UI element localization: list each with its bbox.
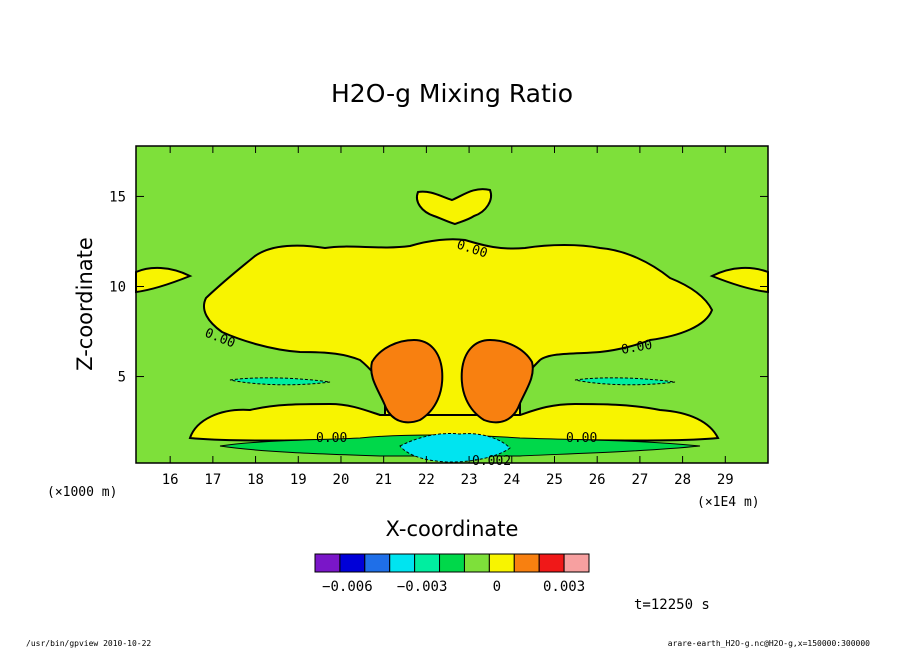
contour-fill-orange-left: [370, 338, 444, 424]
x-tick-label: 20: [333, 472, 350, 488]
contour-fill-lightgreen-bits: [229, 377, 676, 386]
x-tick-label: 29: [717, 472, 734, 488]
plot-frame: [135, 145, 769, 464]
y-tick-label: 5: [118, 370, 126, 386]
y-tick-label: 10: [109, 279, 126, 295]
contour-fill-cyan-low: [399, 433, 511, 463]
y-unit-label: (×1000 m): [47, 485, 117, 500]
x-tick-label: 19: [290, 472, 307, 488]
contour-fill-yellow-left: [135, 266, 193, 294]
x-tick-label: 27: [631, 472, 648, 488]
colorbar-swatch: [389, 553, 416, 573]
contour-fill-orange-right: [460, 338, 534, 424]
colorbar-tick-label: 0: [493, 579, 501, 595]
footer-left: /usr/bin/gpview 2010-10-22: [26, 639, 152, 648]
colorbar: [314, 553, 590, 573]
x-tick-label: 21: [375, 472, 392, 488]
contour-label: 0.00: [566, 431, 597, 446]
plot-area: 0.00 0.00 0.00 0.00 0.00 0.002: [135, 145, 769, 469]
contour-fill-yellow-main: [203, 238, 714, 421]
y-tick-label: 15: [109, 189, 126, 205]
contour-fill-yellow-top: [416, 188, 492, 226]
colorbar-swatch: [339, 553, 366, 573]
colorbar-swatch: [513, 553, 540, 573]
colorbar-swatch: [563, 553, 590, 573]
colorbar-tick-label: 0.003: [543, 579, 585, 595]
footer-right: arare-earth_H2O-g.nc@H2O-g,x=150000:3000…: [667, 639, 870, 648]
contour-label: 0.00: [316, 431, 347, 446]
colorbar-swatch: [439, 553, 465, 573]
colorbar-swatch: [414, 553, 441, 573]
time-label: t=12250 s: [634, 597, 710, 613]
colorbar-swatch: [364, 553, 391, 573]
y-axis-title: Z-coordinate: [73, 237, 97, 371]
colorbar-tick-label: −0.006: [322, 579, 373, 595]
x-tick-label: 25: [546, 472, 563, 488]
x-tick-label: 24: [503, 472, 520, 488]
x-tick-label: 18: [247, 472, 264, 488]
y-axis: 5 10 15: [109, 189, 768, 386]
x-unit-label: (×1E4 m): [697, 495, 760, 510]
contour-label: 0.00: [620, 338, 653, 358]
x-tick-label: 23: [461, 472, 478, 488]
x-tick-label: 17: [204, 472, 221, 488]
colorbar-tick-label: −0.003: [397, 579, 448, 595]
colorbar-tick-labels: −0.006 −0.003 0 0.003: [322, 579, 585, 595]
colorbar-swatch: [538, 553, 565, 573]
x-tick-label: 28: [674, 472, 691, 488]
x-tick-label: 22: [418, 472, 435, 488]
chart-title: H2O-g Mixing Ratio: [331, 79, 573, 108]
x-axis: 16 17 18 19 20 21 22 23 24 25 26 27 28 29: [162, 146, 734, 488]
colorbar-swatch: [314, 553, 341, 573]
contour-label: 0.002: [472, 454, 511, 469]
x-axis-title: X-coordinate: [386, 517, 519, 541]
x-tick-label: 26: [589, 472, 606, 488]
contour-fill-yellow-right: [709, 266, 769, 294]
colorbar-swatch: [488, 553, 515, 573]
colorbar-swatch: [463, 553, 490, 573]
x-tick-label: 16: [162, 472, 179, 488]
